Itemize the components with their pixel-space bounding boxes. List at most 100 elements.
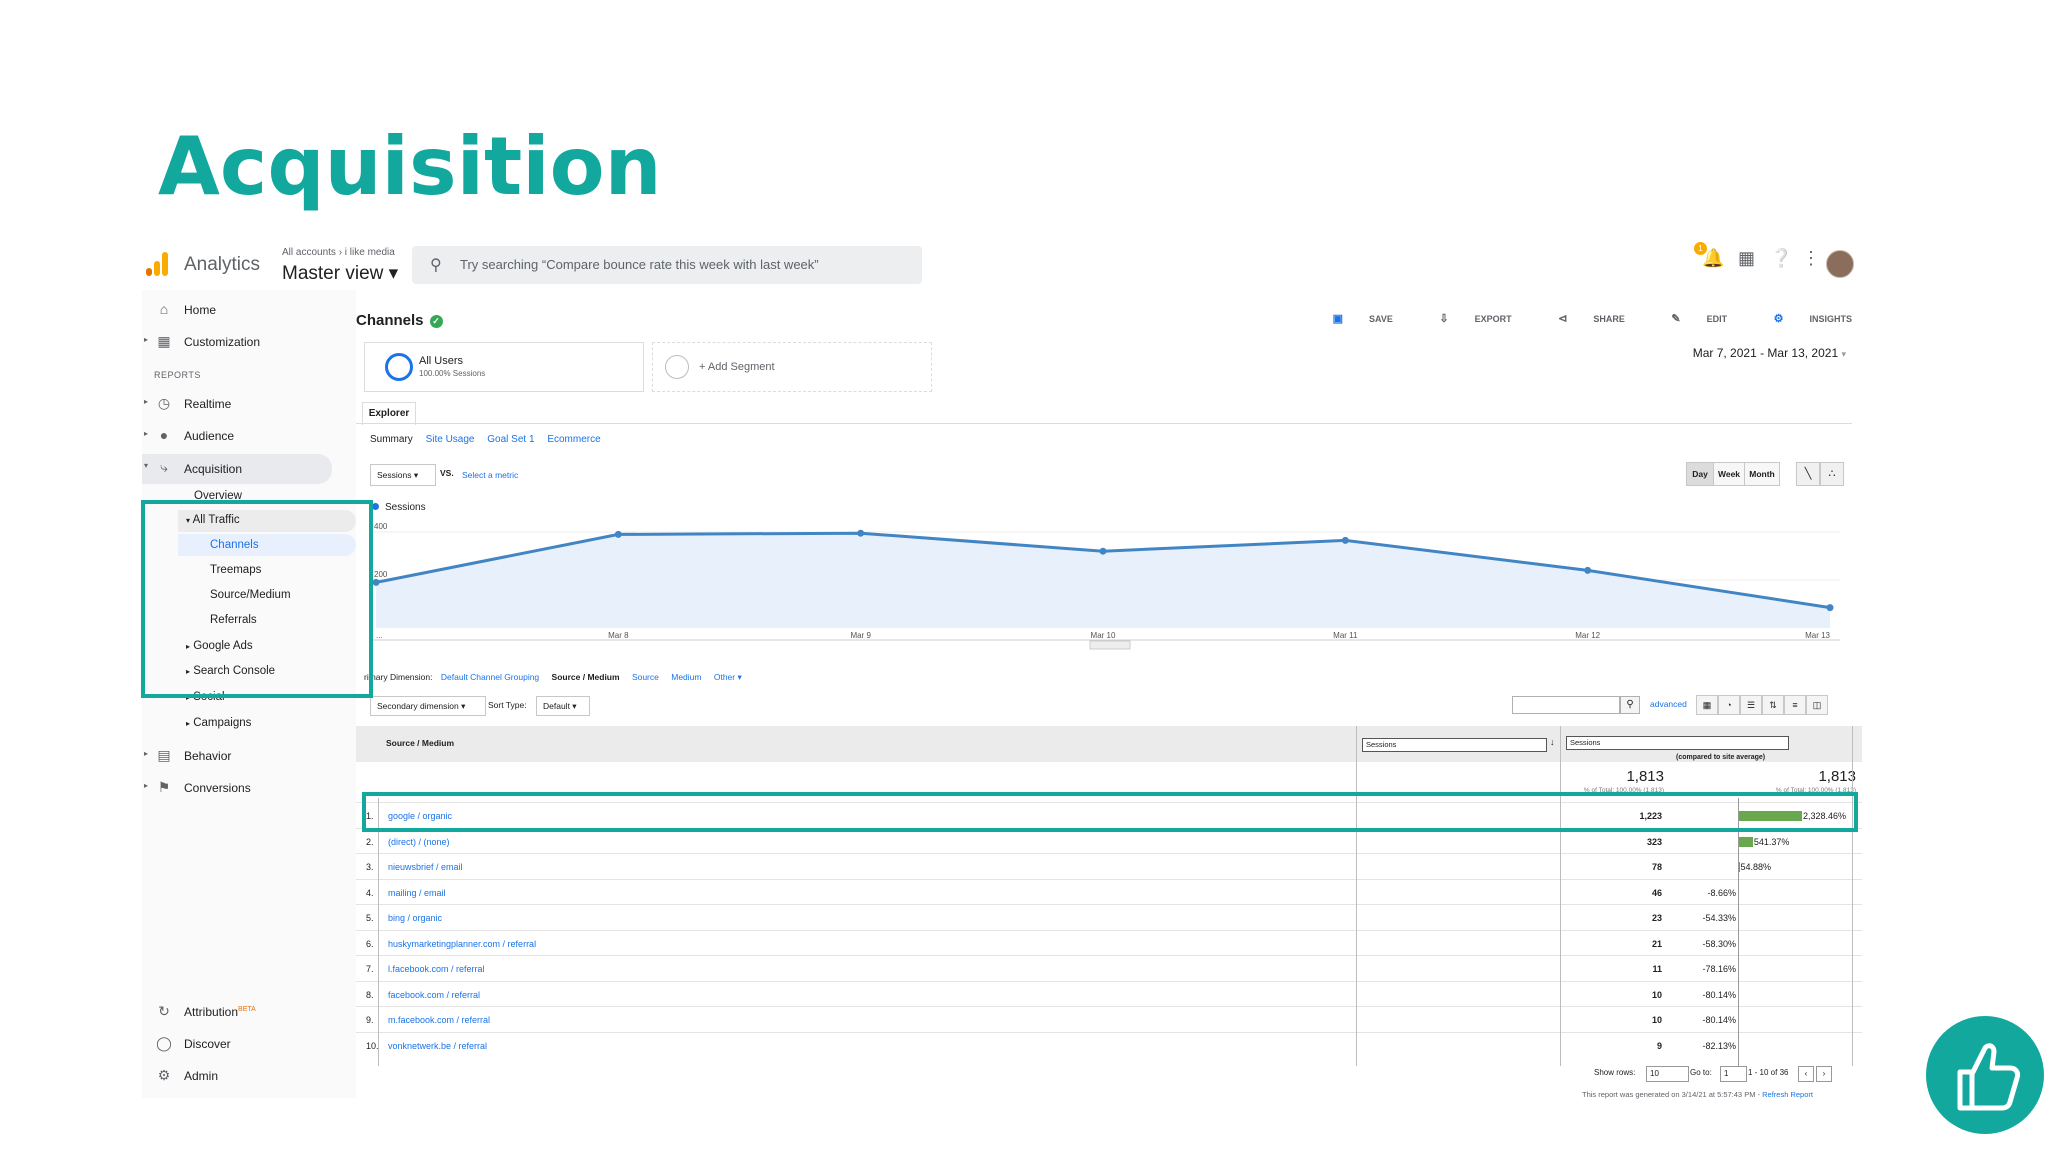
sidebar-item-attribution[interactable]: ↻ AttributionBETA <box>142 998 356 1026</box>
search-input[interactable]: ⚲ Try searching “Compare bounce rate thi… <box>412 246 922 284</box>
sidebar-item-realtime[interactable]: ▸ ◷ Realtime <box>142 390 356 418</box>
view-selector[interactable]: Master view ▾ <box>282 263 399 284</box>
more-vert-icon[interactable]: ⋮ <box>1802 248 1820 268</box>
pivot-view-icon[interactable]: ◫ <box>1806 695 1828 715</box>
data-point[interactable] <box>1099 547 1107 555</box>
col-header-source-medium[interactable]: Source / Medium <box>386 738 455 748</box>
metric-select[interactable]: Sessions ▾ <box>370 464 436 486</box>
apps-grid-icon[interactable]: ▦ <box>1738 248 1756 268</box>
row-source-link[interactable]: bing / organic <box>388 913 443 923</box>
sidebar-item-overview[interactable]: Overview <box>194 490 242 502</box>
row-source-link[interactable]: nieuwsbrief / email <box>388 862 463 872</box>
row-source-link[interactable]: l.facebook.com / referral <box>388 964 485 974</box>
sidebar-item-discover[interactable]: ◯ Discover <box>142 1030 356 1058</box>
term-cloud-icon[interactable]: ≡ <box>1784 695 1806 715</box>
sidebar-item-all-traffic[interactable]: ▾ All Traffic <box>186 514 240 526</box>
sidebar-item-audience[interactable]: ▸ ● Audience <box>142 422 356 450</box>
sidebar-item-campaigns[interactable]: ▸ Campaigns <box>186 717 251 729</box>
data-point[interactable] <box>1584 566 1592 574</box>
secondary-dimension-select[interactable]: Secondary dimension ▾ <box>370 696 486 716</box>
data-point[interactable] <box>857 529 865 537</box>
data-point[interactable] <box>614 530 622 538</box>
period-week-button[interactable]: Week <box>1713 462 1745 486</box>
subtab-goal-set-1[interactable]: Goal Set 1 <box>487 434 535 445</box>
sidebar-item-treemaps[interactable]: Treemaps <box>210 564 262 576</box>
table-row: 5. bing / organic 23 -54.33% <box>356 904 1862 930</box>
row-source-link[interactable]: google / organic <box>388 811 453 821</box>
row-source-link[interactable]: mailing / email <box>388 887 446 898</box>
add-segment-button[interactable]: + Add Segment <box>652 342 932 392</box>
row-source-link[interactable]: huskymarketingplanner.com / referral <box>388 938 537 949</box>
sidebar-item-customization[interactable]: ▸ ▦ Customization <box>142 328 356 356</box>
dimension-source-medium[interactable]: Source / Medium <box>551 672 620 682</box>
data-point[interactable] <box>372 578 380 586</box>
comparison-view-icon[interactable]: ⇅ <box>1762 695 1784 715</box>
row-source-link[interactable]: m.facebook.com / referral <box>388 1015 491 1025</box>
sidebar-item-acquisition[interactable]: ▾ ⤷ Acquisition <box>142 454 332 484</box>
sidebar-item-home[interactable]: ⌂ Home <box>142 296 356 324</box>
dimension-medium[interactable]: Medium <box>671 672 702 682</box>
row-index: 6. <box>366 938 374 949</box>
col-header-sessions-select[interactable]: Sessions <box>1362 738 1547 752</box>
col-header-compare-select[interactable]: Sessions <box>1566 736 1789 750</box>
x-tick-label: Mar 12 <box>1575 631 1600 640</box>
edit-button[interactable]: ✎ EDIT <box>1671 313 1728 325</box>
dimension-source[interactable]: Source <box>631 672 659 682</box>
export-button[interactable]: ⇩ EXPORT <box>1439 313 1512 325</box>
goto-input[interactable]: 1 <box>1720 1066 1747 1082</box>
account-breadcrumb[interactable]: All accounts › i like media <box>282 247 395 258</box>
next-page-button[interactable]: › <box>1816 1066 1832 1082</box>
sort-type-select[interactable]: Default ▾ <box>536 696 590 716</box>
sidebar-item-admin[interactable]: ⚙ Admin <box>142 1062 356 1090</box>
tab-explorer[interactable]: Explorer <box>362 402 416 425</box>
show-rows-select[interactable]: 10 <box>1646 1066 1689 1082</box>
dimension-default-channel-grouping[interactable]: Default Channel Grouping <box>440 672 540 682</box>
all-traffic-highlight <box>178 510 356 532</box>
sidebar-item-behavior[interactable]: ▸ ▤ Behavior <box>142 742 356 770</box>
row-source-link[interactable]: (direct) / (none) <box>388 836 450 847</box>
sidebar-item-label: Home <box>184 303 217 317</box>
segment-all-users[interactable]: All Users 100.00% Sessions <box>364 342 644 392</box>
sidebar-item-source-medium[interactable]: Source/Medium <box>210 589 291 601</box>
insights-button[interactable]: ⚙ INSIGHTS <box>1773 313 1852 325</box>
subtab-summary[interactable]: Summary <box>370 434 413 445</box>
select-metric-link[interactable]: Select a metric <box>462 470 519 480</box>
subtab-site-usage[interactable]: Site Usage <box>425 434 475 445</box>
row-source-link[interactable]: vonknetwerk.be / referral <box>388 1040 488 1051</box>
row-compare-bar <box>1738 811 1802 821</box>
motion-chart-icon[interactable]: ∴ <box>1820 462 1844 486</box>
performance-view-icon[interactable]: ☰ <box>1740 695 1762 715</box>
sidebar-item-search-console[interactable]: ▸ Search Console <box>186 665 275 677</box>
sidebar-item-channels[interactable]: Channels <box>210 539 259 551</box>
row-source-link[interactable]: facebook.com / referral <box>388 989 481 1000</box>
search-icon[interactable]: ⚲ <box>1620 696 1640 714</box>
sidebar-item-google-ads[interactable]: ▸ Google Ads <box>186 640 253 652</box>
table-search-input[interactable] <box>1512 696 1620 714</box>
behavior-icon: ▤ <box>157 747 171 763</box>
advanced-filter-link[interactable]: advanced <box>1650 699 1687 709</box>
period-day-button[interactable]: Day <box>1686 462 1714 486</box>
sort-desc-icon[interactable]: ↓ <box>1550 737 1555 747</box>
chart-resize-handle[interactable] <box>1089 640 1131 650</box>
date-range-picker[interactable]: Mar 7, 2021 - Mar 13, 2021 ▾ <box>1692 346 1846 360</box>
bell-icon[interactable]: 🔔 <box>1702 248 1725 268</box>
help-icon[interactable]: ❔ <box>1770 248 1793 268</box>
data-point[interactable] <box>1341 536 1349 544</box>
line-chart-icon[interactable]: ╲ <box>1796 462 1820 486</box>
dimension-other[interactable]: Other ▾ <box>713 672 742 682</box>
refresh-report-link[interactable]: Refresh Report <box>1762 1090 1813 1099</box>
subtab-ecommerce[interactable]: Ecommerce <box>547 434 601 445</box>
analytics-logo-icon <box>146 252 168 276</box>
prev-page-button[interactable]: ‹ <box>1798 1066 1814 1082</box>
avatar[interactable] <box>1826 250 1854 278</box>
pie-view-icon[interactable]: ◔ <box>1718 695 1740 715</box>
sidebar-item-conversions[interactable]: ▸ ⚑ Conversions <box>142 774 356 802</box>
save-button[interactable]: ▣ SAVE <box>1332 313 1393 325</box>
row-sessions: 46 <box>1651 887 1662 898</box>
sidebar-item-referrals[interactable]: Referrals <box>210 614 257 626</box>
insights-icon: ⚙ <box>1773 313 1784 325</box>
table-view-icon[interactable]: ▦ <box>1696 695 1718 715</box>
share-button[interactable]: ⊲ SHARE <box>1558 313 1625 325</box>
data-point[interactable] <box>1826 604 1834 612</box>
period-month-button[interactable]: Month <box>1744 462 1780 486</box>
